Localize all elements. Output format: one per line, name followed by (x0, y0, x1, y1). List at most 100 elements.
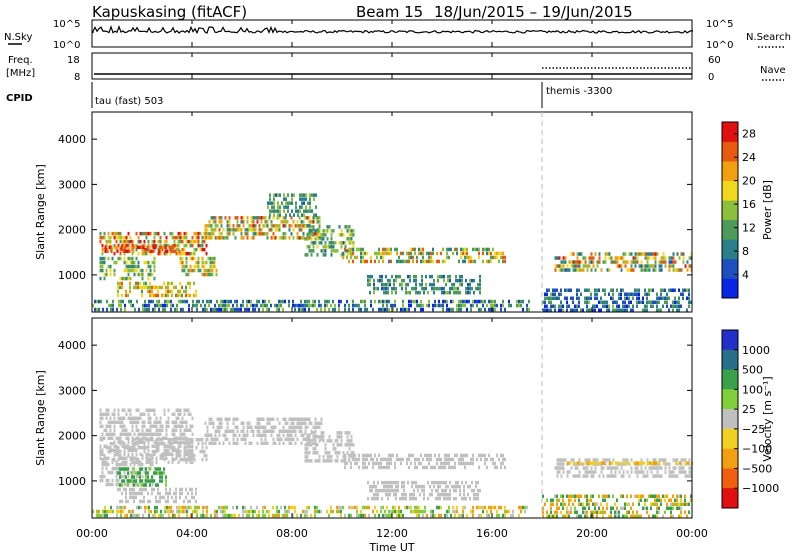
data-cell (180, 307, 182, 312)
data-cell (312, 241, 315, 245)
data-cell (560, 260, 563, 264)
data-cell (390, 513, 392, 518)
data-cell (193, 457, 196, 462)
data-cell (462, 457, 464, 462)
data-cell (172, 249, 175, 253)
data-cell (378, 453, 380, 458)
data-cell (141, 251, 144, 256)
data-cell (119, 432, 122, 436)
data-cell (179, 256, 182, 261)
data-cell (558, 498, 560, 502)
data-cell (391, 286, 393, 291)
data-cell (144, 249, 147, 253)
data-cell (640, 494, 642, 498)
data-cell (388, 457, 390, 462)
data-cell (576, 260, 579, 264)
data-cell (178, 249, 181, 253)
data-cell (494, 505, 496, 510)
data-cell (477, 492, 479, 497)
data-cell (139, 231, 142, 236)
data-cell (185, 264, 188, 269)
data-cell (270, 425, 273, 429)
data-cell (189, 281, 191, 286)
data-cell (105, 416, 108, 420)
velocity-colorbar-swatch (722, 409, 738, 430)
data-cell (590, 268, 593, 272)
data-cell (352, 303, 354, 308)
data-cell (185, 440, 188, 444)
data-cell (377, 278, 379, 283)
data-cell (602, 510, 604, 514)
data-cell (147, 420, 150, 424)
data-cell (360, 251, 362, 256)
data-cell (474, 247, 476, 252)
data-cell (104, 513, 106, 518)
data-cell (457, 286, 459, 291)
data-cell (214, 216, 217, 220)
data-cell (417, 290, 419, 295)
data-cell (238, 228, 241, 232)
data-cell (324, 303, 326, 308)
data-cell (405, 492, 407, 497)
data-cell (584, 466, 587, 470)
data-cell (286, 509, 288, 514)
data-cell (429, 274, 431, 279)
data-cell (240, 307, 242, 312)
data-cell (165, 428, 168, 432)
data-cell (99, 256, 102, 261)
data-cell (157, 441, 160, 446)
data-cell (439, 496, 441, 501)
data-cell (324, 459, 327, 463)
data-cell (143, 239, 146, 244)
data-cell (467, 290, 469, 295)
data-cell (424, 259, 426, 264)
data-cell (175, 420, 178, 424)
data-cell (364, 453, 366, 458)
data-cell (119, 285, 121, 290)
data-cell (369, 282, 371, 287)
data-cell (423, 290, 425, 295)
data-cell (676, 308, 678, 312)
data-cell (658, 268, 661, 272)
data-cell (578, 300, 580, 304)
data-cell (320, 417, 323, 421)
data-cell (167, 424, 170, 428)
power-colorbar-tick-label: 20 (742, 175, 756, 188)
data-cell (117, 412, 120, 416)
data-cell (154, 245, 157, 249)
data-cell (558, 470, 561, 474)
data-cell (428, 453, 430, 458)
data-cell (415, 480, 417, 485)
data-cell (318, 236, 321, 240)
data-cell (106, 249, 109, 253)
data-cell (636, 510, 638, 514)
data-cell (290, 224, 293, 228)
data-cell (682, 502, 684, 506)
data-cell (346, 237, 349, 241)
data-cell (131, 452, 134, 456)
data-cell (127, 499, 129, 504)
data-cell (121, 483, 123, 487)
data-cell (552, 296, 554, 300)
data-cell (135, 436, 138, 440)
data-cell (209, 268, 212, 273)
data-cell (117, 466, 120, 471)
data-cell (422, 457, 424, 462)
data-cell (220, 425, 223, 429)
data-cell (145, 268, 148, 273)
data-cell (672, 300, 674, 304)
data-cell (240, 220, 243, 224)
data-cell (163, 231, 166, 236)
data-cell (462, 303, 464, 308)
data-cell (409, 290, 411, 295)
data-cell (187, 293, 189, 298)
data-cell (576, 474, 579, 478)
data-cell (652, 514, 654, 518)
data-cell (133, 420, 136, 424)
data-cell (101, 424, 104, 428)
data-cell (135, 281, 137, 286)
data-cell (431, 286, 433, 291)
data-cell (608, 458, 611, 462)
data-cell (380, 505, 382, 510)
data-cell (139, 239, 142, 244)
